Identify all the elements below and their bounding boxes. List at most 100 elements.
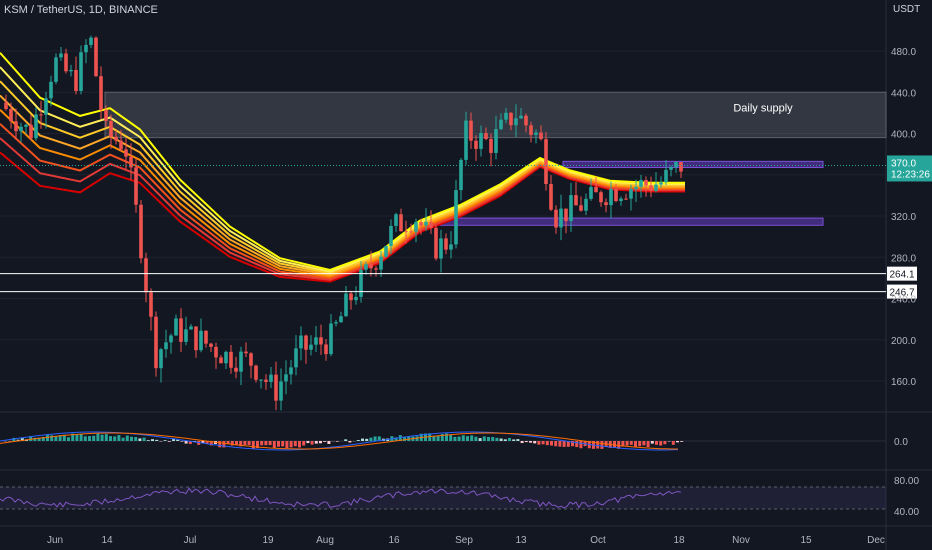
- macd-histogram-bar: [335, 441, 339, 442]
- macd-histogram-bar: [67, 437, 70, 441]
- macd-histogram-bar: [676, 441, 679, 443]
- level-price-label: 264.1: [889, 270, 914, 281]
- candle-body: [409, 231, 413, 233]
- macd-histogram-bar: [428, 433, 432, 441]
- currency-label: USDT: [893, 4, 921, 15]
- macd-histogram-bar: [310, 441, 314, 445]
- macd-histogram-bar: [62, 434, 66, 441]
- y-tick-label: 200.0: [891, 336, 916, 347]
- macd-histogram-bar: [671, 441, 675, 445]
- candle-body: [584, 198, 588, 211]
- macd-histogram-bar: [193, 441, 196, 442]
- macd-histogram-bar: [251, 441, 255, 449]
- support-zone: [432, 217, 824, 226]
- macd-histogram-bar: [188, 441, 192, 445]
- macd-histogram-bar: [41, 436, 45, 441]
- macd-histogram-bar: [138, 438, 142, 441]
- macd-histogram-bar: [663, 441, 667, 445]
- ema-ribbon-line: [0, 151, 685, 283]
- macd-zero-label: 0.0: [894, 437, 908, 448]
- macd-histogram-bar: [29, 436, 33, 441]
- macd-histogram-bar: [113, 436, 117, 441]
- candle-body: [569, 195, 573, 222]
- candle-body: [4, 102, 8, 110]
- macd-histogram-bar: [461, 435, 465, 441]
- candle-body: [504, 112, 508, 120]
- macd-histogram-bar: [558, 441, 562, 447]
- macd-histogram-bar: [319, 441, 322, 444]
- macd-histogram-bar: [151, 439, 154, 441]
- candle-body: [74, 69, 78, 91]
- candle-body: [219, 357, 223, 364]
- candle-body: [54, 57, 58, 82]
- y-tick-label: 440.0: [891, 88, 916, 99]
- candle-body: [209, 343, 213, 347]
- candle-body: [334, 322, 338, 324]
- candle-body: [559, 208, 563, 228]
- candle-body: [339, 316, 343, 323]
- candle-body: [214, 346, 218, 358]
- candle-body: [429, 221, 433, 228]
- candle-body: [434, 227, 438, 259]
- candle-body: [659, 182, 663, 185]
- candle-body: [464, 120, 468, 160]
- candle-body: [414, 222, 418, 232]
- candle-body: [629, 189, 633, 199]
- macd-histogram-bar: [33, 437, 37, 441]
- macd-histogram-bar: [638, 441, 642, 447]
- macd-histogram-bar: [100, 434, 104, 441]
- macd-histogram-bar: [104, 434, 108, 441]
- chart-symbol-title: KSM / TetherUS, 1D, BINANCE: [4, 4, 158, 16]
- macd-histogram-bar: [264, 441, 268, 446]
- candle-body: [349, 293, 353, 301]
- macd-histogram-bar: [361, 438, 364, 441]
- candle-body: [294, 348, 298, 368]
- macd-histogram-bar: [155, 439, 159, 441]
- macd-histogram-bar: [508, 437, 511, 441]
- x-tick-label: Jul: [184, 535, 197, 546]
- candle-body: [304, 335, 308, 350]
- candle-body: [319, 337, 323, 345]
- candle-body: [229, 351, 233, 368]
- candle-body: [499, 119, 503, 130]
- x-tick-label: 13: [515, 535, 527, 546]
- candle-body: [249, 353, 253, 366]
- x-tick-label: 16: [388, 535, 400, 546]
- candle-body: [114, 136, 118, 141]
- candle-body: [29, 124, 33, 139]
- candle-body: [329, 323, 333, 355]
- macd-histogram-bar: [487, 437, 490, 441]
- candle-body: [109, 120, 113, 137]
- candle-body: [604, 202, 608, 206]
- candle-body: [49, 81, 53, 99]
- macd-histogram-bar: [377, 436, 381, 441]
- macd-histogram-bar: [58, 435, 62, 441]
- candle-body: [549, 184, 553, 210]
- macd-histogram-bar: [621, 441, 625, 447]
- x-tick-label: Jun: [47, 535, 63, 546]
- macd-histogram-bar: [394, 437, 398, 441]
- candle-body: [519, 115, 523, 119]
- candle-body: [669, 167, 673, 170]
- y-tick-label: 240.0: [891, 295, 916, 306]
- macd-histogram-bar: [545, 441, 549, 446]
- candle-body: [489, 138, 493, 153]
- macd-histogram-bar: [613, 441, 616, 448]
- candle-body: [169, 335, 173, 343]
- ema-ribbon-line: [0, 94, 685, 277]
- candle-body: [554, 209, 558, 228]
- macd-histogram-bar: [12, 437, 16, 441]
- candle-body: [264, 379, 268, 382]
- candle-body: [539, 132, 543, 140]
- candle-body: [299, 335, 303, 349]
- candle-body: [544, 139, 548, 185]
- candle-body: [79, 52, 83, 91]
- ema-ribbon-line: [0, 137, 685, 281]
- macd-histogram-bar: [117, 435, 121, 441]
- candle-body: [364, 264, 368, 270]
- candle-body: [404, 231, 408, 233]
- candle-body: [369, 264, 373, 269]
- macd-histogram-bar: [415, 436, 419, 441]
- macd-histogram-bar: [566, 441, 570, 447]
